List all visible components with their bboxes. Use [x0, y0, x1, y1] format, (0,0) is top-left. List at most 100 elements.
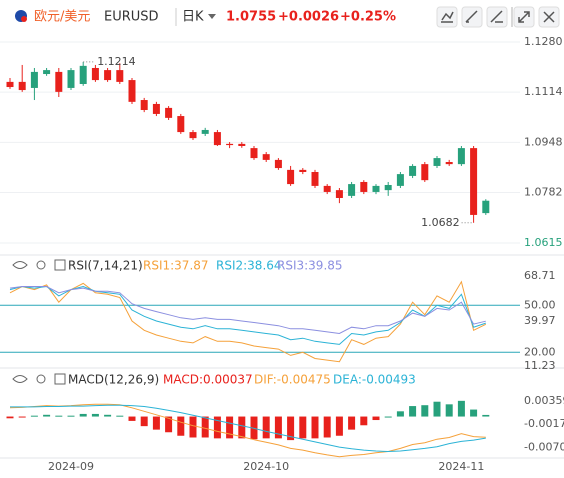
candle-body [152, 103, 160, 114]
macd-bar [104, 414, 112, 417]
max-label: 1.1214 [97, 55, 136, 68]
candle-body [140, 100, 148, 111]
box-icon[interactable] [54, 259, 66, 271]
macd-bar [91, 413, 99, 417]
macd-bar [299, 416, 307, 439]
x-tick-label: 2024-10 [243, 460, 289, 473]
x-tick-label: 2024-11 [438, 460, 484, 473]
candle-body [457, 148, 465, 165]
macd-bar [287, 416, 295, 441]
candle-body [43, 70, 51, 75]
candle-body [396, 174, 404, 186]
macd-bar [55, 415, 63, 417]
price: 1.0755 [226, 10, 276, 25]
indicator-title: RSI(7,14,21) [68, 259, 143, 273]
legend-entry: RSI3:39.85 [277, 259, 343, 273]
macd-bar [274, 416, 282, 439]
y-tick-label: 1.0615 [524, 236, 563, 249]
macd-bar [43, 414, 51, 417]
candle-body [372, 185, 380, 192]
y-tick-label: 1.1114 [524, 85, 563, 98]
y-tick-label: -0.00709 [524, 440, 564, 453]
tool-icon [490, 10, 503, 23]
macd-bar [18, 416, 26, 418]
y-tick-label: 1.0948 [524, 135, 563, 148]
candle-body [470, 148, 478, 215]
candle-body [189, 132, 197, 139]
indicator-title: MACD(12,26,9) [68, 373, 159, 387]
legend-entry: DIF:-0.00475 [254, 373, 331, 387]
candle-body [323, 185, 331, 192]
macd-bar [360, 416, 368, 426]
gear-icon[interactable] [36, 260, 46, 270]
pair-name[interactable]: 欧元/美元 [34, 10, 90, 25]
macd-bar [165, 416, 173, 433]
change-pct: +0.25% [340, 10, 396, 25]
candle-body [482, 200, 490, 214]
candle-body [55, 71, 63, 92]
change: +0.0026 [278, 10, 339, 25]
tool-button[interactable] [436, 6, 458, 28]
macd-bar [311, 416, 319, 439]
candle-body [445, 162, 453, 165]
macd-bar [6, 416, 14, 419]
legend-entry: DEA:-0.00493 [333, 373, 416, 387]
legend-entry: RSI1:37.87 [143, 259, 209, 273]
candle-body [79, 65, 87, 85]
tool-icon [441, 11, 454, 23]
macd-bar [409, 406, 417, 417]
candle-body [433, 158, 441, 166]
box-icon[interactable] [54, 373, 66, 385]
candle-body [116, 70, 124, 82]
tool-icon [543, 11, 555, 23]
candle-body [6, 81, 14, 88]
macd-bar [67, 415, 75, 417]
eye-icon[interactable] [12, 261, 28, 269]
rsi-icons [12, 259, 66, 385]
macd-bar [226, 416, 234, 439]
macd-bar [457, 400, 465, 417]
candle-body [226, 143, 234, 146]
candle-body [250, 148, 258, 159]
candle-body [262, 154, 270, 160]
tool-icon [518, 11, 530, 23]
macd-bar [79, 413, 87, 417]
macd-bar [213, 416, 221, 439]
indicator-line [9, 285, 486, 345]
macd-bar [445, 404, 453, 417]
candle-body [91, 67, 99, 81]
symbol[interactable]: EURUSD [104, 10, 159, 25]
candle-body [213, 132, 221, 146]
eye-icon[interactable] [12, 375, 28, 383]
candle-body [238, 143, 246, 146]
macd-bar [482, 414, 490, 417]
candle-body [348, 184, 356, 196]
candle-body [335, 190, 343, 198]
macd-bar [470, 409, 478, 417]
toolbar [436, 6, 560, 28]
candle-body [165, 107, 173, 118]
macd-bar [262, 416, 270, 439]
y-tick-label: 0.00359 [524, 394, 564, 407]
period[interactable]: 日K [182, 10, 204, 25]
indicator-line [9, 280, 487, 363]
gear-icon[interactable] [36, 374, 46, 384]
candle-body [384, 184, 392, 191]
dropdown-arrow[interactable] [208, 14, 216, 19]
macd-bar [30, 415, 38, 417]
y-tick-label: 68.71 [524, 269, 556, 282]
candle-body [201, 129, 209, 134]
candle-body [287, 169, 295, 185]
indicator-line [9, 286, 486, 335]
macd-bar [384, 416, 392, 418]
tool-icon [465, 10, 478, 23]
y-tick-label: 1.0782 [524, 186, 563, 199]
x-tick-label: 2024-09 [48, 460, 94, 473]
candle-body [128, 80, 136, 102]
candle-body [421, 164, 429, 181]
candle-body [177, 116, 185, 133]
macd-bar [189, 416, 197, 438]
macd-bar [140, 416, 148, 427]
candle-body [104, 70, 112, 81]
min-label: 1.0682 [421, 216, 460, 229]
